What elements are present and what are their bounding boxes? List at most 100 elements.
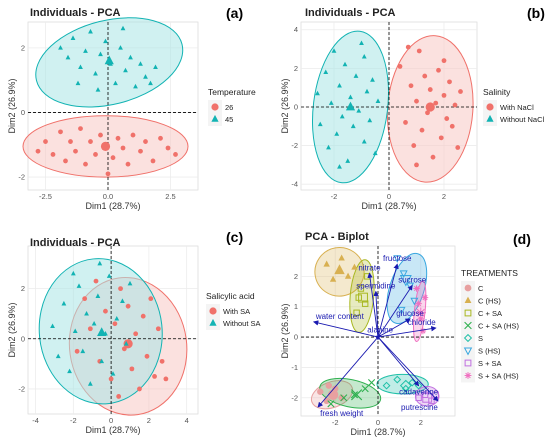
data-point (72, 328, 78, 334)
x-axis-label: Dim1 (28.7%) (350, 427, 405, 437)
legend-label: With NaCl (500, 103, 534, 112)
data-point (393, 255, 402, 263)
data-point (83, 161, 88, 167)
data-point (173, 152, 178, 157)
legend-label: C + SA (HS) (478, 322, 520, 331)
data-point (75, 80, 81, 86)
y-axis-label: Dim2 (26.9%) (280, 303, 290, 358)
data-point (110, 155, 116, 161)
data-point (441, 92, 447, 98)
legend-label: S (HS) (478, 347, 501, 356)
data-point (359, 40, 364, 46)
data-point (130, 132, 136, 138)
data-point (116, 394, 122, 399)
x-tick-label: 2 (419, 418, 423, 427)
data-point (397, 306, 406, 315)
legend-key-marker (464, 321, 472, 330)
x-tick-label: 0 (376, 418, 380, 427)
legend-title: Temperature (208, 87, 256, 97)
data-point (93, 152, 98, 157)
series-45 (58, 25, 158, 92)
data-point (125, 303, 131, 309)
data-point (113, 80, 118, 86)
series-C + SA (353, 273, 371, 317)
data-point (367, 117, 373, 123)
y-tick-label: 2 (21, 43, 25, 52)
legend-key-marker (463, 347, 473, 356)
data-point (348, 94, 353, 100)
data-point (82, 296, 88, 302)
data-point (325, 382, 333, 389)
data-point (353, 309, 360, 317)
arrow-chloride (377, 325, 437, 338)
data-point (110, 371, 116, 376)
centroid-marker (123, 339, 133, 349)
data-point (95, 293, 101, 298)
data-point (438, 135, 444, 141)
data-point (165, 145, 171, 151)
data-point (345, 158, 351, 163)
data-point (144, 353, 150, 359)
centroid-marker (399, 274, 412, 287)
data-point (138, 61, 143, 66)
y-tick-label: 1 (294, 302, 298, 311)
data-point (80, 348, 86, 354)
legend-label: C (478, 284, 484, 293)
x-tick-label: -2 (331, 192, 338, 201)
variable-label: chloride (408, 318, 437, 327)
legend-key-marker (464, 309, 472, 317)
y-tick-label: -2 (291, 393, 298, 402)
arrow-cadaverine (377, 336, 420, 387)
data-point (133, 331, 139, 337)
data-point (455, 145, 461, 150)
data-point (317, 121, 323, 127)
arrow-glucose (377, 318, 411, 338)
centroid-marker (351, 389, 363, 401)
data-point (83, 48, 88, 53)
panel-tag: (b) (527, 5, 545, 21)
series-With SA (74, 278, 169, 399)
x-tick-label: 2 (442, 192, 446, 201)
data-point (338, 394, 345, 401)
panel-tag: (d) (513, 231, 531, 247)
centroid-marker (334, 264, 345, 275)
panel-tag: (a) (226, 5, 243, 21)
data-point (88, 28, 93, 34)
x-axis-label: Dim1 (28.7%) (361, 201, 416, 211)
y-tick-label: 0 (21, 334, 25, 343)
legend-label: Without NaCl (500, 115, 545, 124)
data-point (436, 67, 441, 73)
data-point (449, 123, 455, 129)
data-point (106, 273, 112, 278)
data-point (422, 73, 428, 79)
data-point (351, 263, 358, 270)
data-point (91, 320, 97, 326)
x-tick-label: 4 (185, 416, 189, 425)
legend-title: Salicylic acid (206, 291, 255, 301)
data-point (143, 139, 148, 144)
data-point (148, 296, 154, 302)
data-point (410, 297, 419, 306)
data-point (326, 144, 331, 150)
data-point (317, 388, 324, 395)
centroid-marker (358, 292, 368, 303)
data-point (397, 64, 403, 69)
data-point (403, 120, 408, 125)
data-point (331, 48, 337, 53)
data-point (115, 135, 121, 141)
data-point (128, 54, 133, 60)
data-point (361, 138, 367, 144)
data-point (370, 77, 375, 82)
data-point (152, 373, 157, 379)
data-point (433, 100, 439, 106)
data-point (127, 280, 133, 286)
data-point (73, 148, 78, 154)
arrow-nitrate (367, 272, 379, 338)
data-point (338, 254, 345, 261)
centroid-marker (104, 55, 114, 65)
data-point (112, 321, 118, 327)
data-point (123, 67, 128, 73)
centroid-marker (327, 389, 339, 400)
variable-label: water content (315, 312, 365, 321)
